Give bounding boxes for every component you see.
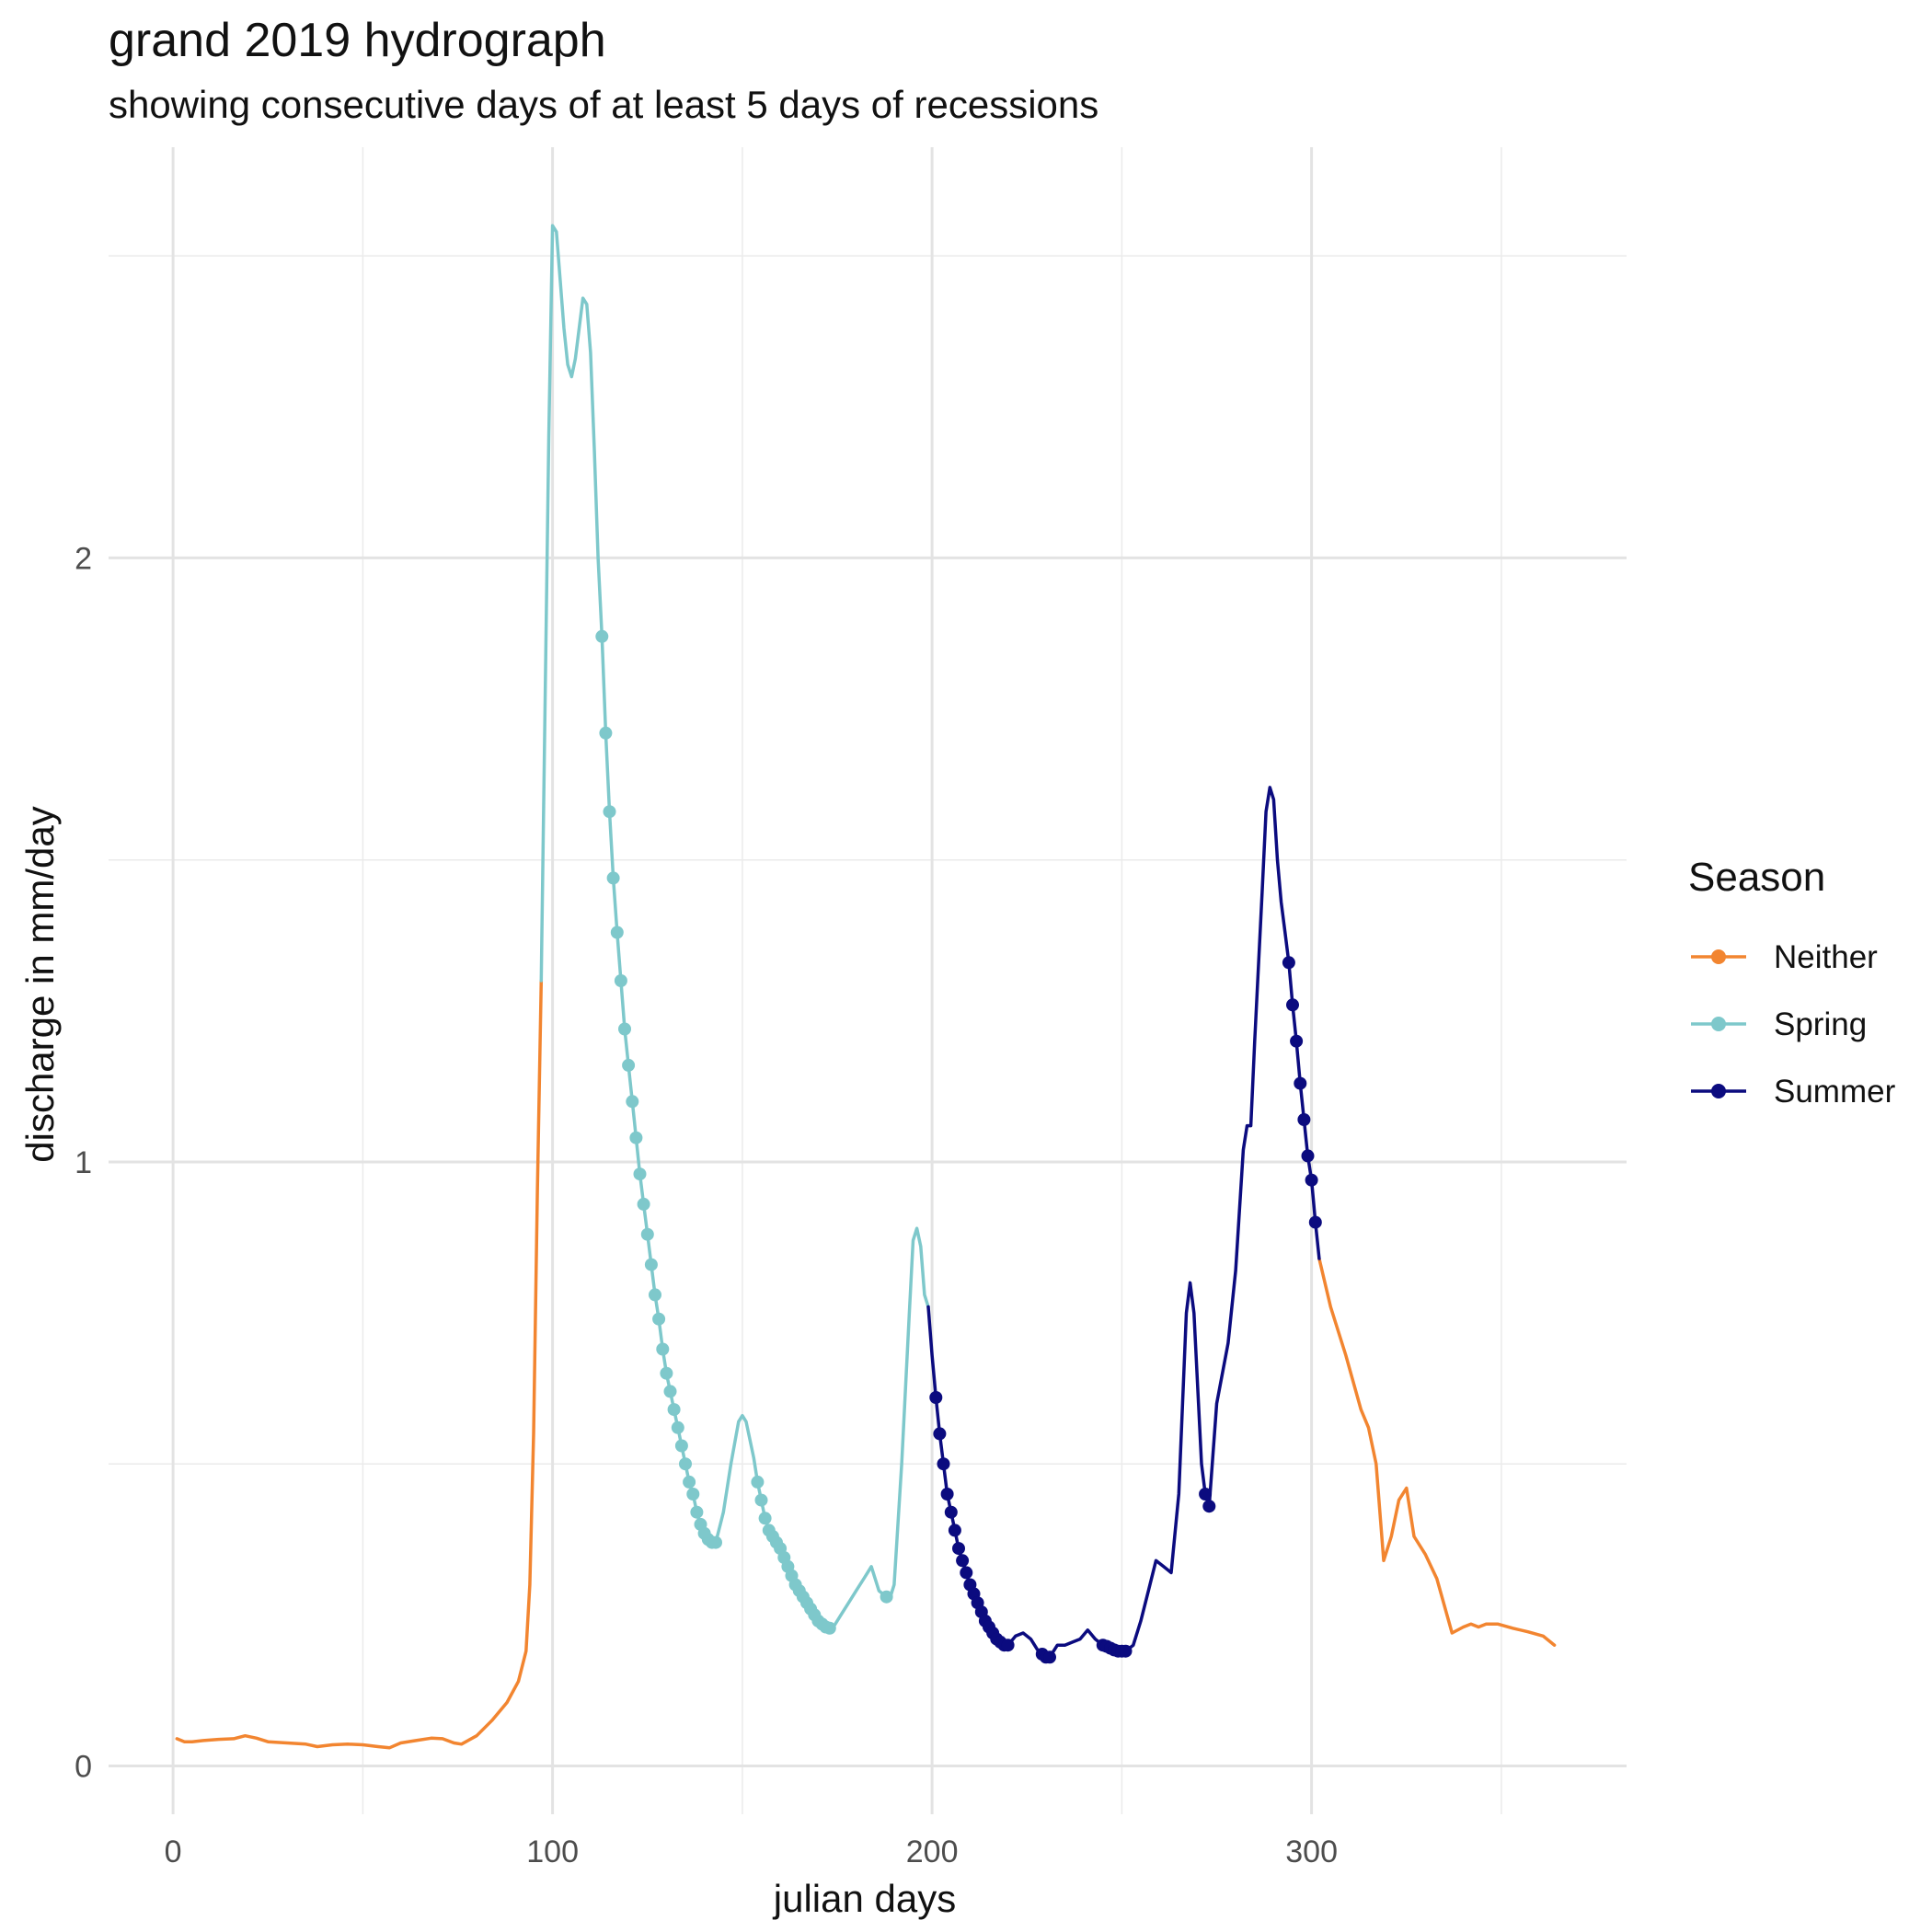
- y-axis-title: discharge in mm/day: [18, 806, 62, 1163]
- data-series: [175, 224, 1557, 1750]
- legend-title: Season: [1688, 855, 1825, 900]
- data-point-spring: [667, 1403, 681, 1417]
- x-tick-label: 100: [526, 1834, 579, 1869]
- legend-key-point: [1711, 1084, 1726, 1098]
- data-point-summer: [1290, 1034, 1304, 1048]
- data-point-spring: [709, 1535, 722, 1549]
- x-axis-title: julian days: [772, 1877, 956, 1920]
- data-point-spring: [640, 1227, 654, 1241]
- data-point-spring: [614, 974, 627, 987]
- data-point-spring: [751, 1475, 765, 1489]
- data-point-spring: [674, 1439, 688, 1453]
- chart-title: grand 2019 hydrograph: [109, 14, 606, 67]
- data-point-summer: [929, 1391, 943, 1404]
- y-tick-label: 1: [75, 1145, 92, 1180]
- series-line-neither: [175, 979, 544, 1750]
- data-point-spring: [622, 1058, 636, 1072]
- data-point-summer: [1305, 1173, 1318, 1187]
- data-point-summer: [944, 1505, 958, 1519]
- legend-label: Spring: [1774, 1006, 1867, 1042]
- y-tick-label: 0: [75, 1749, 92, 1784]
- data-point-summer: [937, 1457, 950, 1471]
- x-tick-label: 300: [1285, 1834, 1338, 1869]
- data-point-spring: [626, 1095, 639, 1109]
- data-point-spring: [633, 1167, 647, 1181]
- data-point-spring: [686, 1488, 700, 1501]
- data-point-summer: [1202, 1500, 1216, 1513]
- data-point-spring: [595, 629, 609, 643]
- data-point-spring: [880, 1590, 893, 1604]
- axis-tick-labels: 0 100 200 300 0 1 2: [75, 541, 1338, 1869]
- data-point-spring: [671, 1420, 684, 1434]
- data-point-spring: [629, 1131, 643, 1144]
- data-point-spring: [822, 1621, 836, 1635]
- data-point-spring: [652, 1312, 666, 1326]
- legend: Season Neither Spring Summer: [1688, 855, 1896, 1110]
- data-point-summer: [960, 1566, 973, 1580]
- data-point-spring: [644, 1258, 658, 1271]
- series-line-spring: [539, 224, 930, 1630]
- legend-label: Neither: [1774, 939, 1878, 975]
- data-point-summer: [948, 1524, 961, 1537]
- data-point-spring: [649, 1288, 661, 1302]
- data-point-summer: [1286, 998, 1299, 1012]
- data-point-spring: [618, 1022, 631, 1036]
- data-point-summer: [1199, 1488, 1213, 1501]
- data-point-spring: [610, 926, 624, 939]
- data-point-spring: [660, 1366, 673, 1380]
- legend-key-point: [1711, 1017, 1726, 1031]
- data-point-summer: [1297, 1113, 1311, 1126]
- series-line-summer: [926, 786, 1321, 1660]
- data-point-summer: [952, 1542, 965, 1556]
- data-point-summer: [1001, 1639, 1015, 1652]
- data-point-summer: [933, 1427, 947, 1441]
- data-point-summer: [1043, 1650, 1056, 1664]
- data-point-spring: [603, 805, 616, 819]
- data-point-spring: [663, 1385, 677, 1398]
- legend-key-point: [1711, 949, 1726, 964]
- data-point-spring: [683, 1475, 696, 1489]
- data-point-spring: [679, 1457, 692, 1471]
- data-point-summer: [1282, 956, 1295, 970]
- data-point-summer: [956, 1554, 970, 1568]
- grid-lines: [109, 147, 1627, 1814]
- series-line-neither: [1317, 1257, 1557, 1647]
- data-point-summer: [940, 1488, 954, 1501]
- chart-subtitle: showing consecutive days of at least 5 d…: [109, 83, 1099, 126]
- data-point-spring: [637, 1197, 650, 1211]
- data-point-spring: [599, 726, 613, 740]
- data-point-spring: [754, 1493, 768, 1507]
- x-tick-label: 0: [165, 1834, 182, 1869]
- data-point-summer: [1301, 1149, 1315, 1163]
- data-point-spring: [656, 1342, 670, 1356]
- x-tick-label: 200: [906, 1834, 959, 1869]
- data-point-summer: [1294, 1076, 1307, 1090]
- data-point-summer: [1119, 1644, 1133, 1658]
- data-point-spring: [606, 871, 620, 885]
- data-point-summer: [1308, 1215, 1322, 1229]
- data-point-spring: [690, 1505, 704, 1519]
- data-point-spring: [758, 1512, 772, 1525]
- y-tick-label: 2: [75, 541, 92, 576]
- legend-label: Summer: [1774, 1074, 1896, 1110]
